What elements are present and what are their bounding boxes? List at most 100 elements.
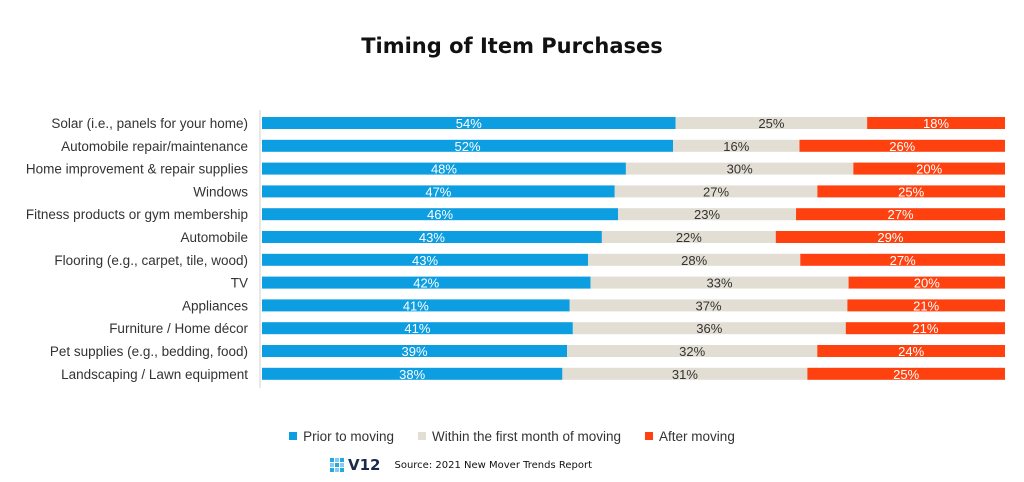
- legend-label: After moving: [659, 428, 735, 444]
- bar-segment: [867, 117, 1005, 129]
- bar-segment: [618, 208, 797, 221]
- bar-segment: [796, 208, 1005, 221]
- data-label: 24%: [898, 344, 924, 359]
- data-label: 23%: [694, 207, 720, 222]
- data-label: 21%: [912, 321, 938, 336]
- bar-segment: [572, 322, 846, 335]
- logo-text: V12: [348, 456, 381, 474]
- bar-segment: [262, 345, 568, 357]
- bar-segment: [262, 139, 674, 152]
- legend-item: After moving: [645, 429, 735, 444]
- bar-segment: [562, 367, 808, 380]
- legend-item: Within the first month of moving: [417, 428, 622, 444]
- bar-segment: [675, 117, 868, 129]
- bar-segment: [601, 231, 776, 243]
- data-label: 42%: [413, 276, 439, 291]
- data-label: 47%: [425, 184, 451, 199]
- data-label: 26%: [889, 139, 915, 154]
- bar-segment: [800, 253, 1005, 266]
- bar-segment: [262, 162, 626, 175]
- bar-segment: [799, 139, 1005, 152]
- data-label: 27%: [890, 253, 916, 268]
- data-label: 52%: [454, 139, 480, 154]
- source-text: Source: 2021 New Mover Trends Report: [394, 459, 593, 471]
- data-label: 46%: [427, 207, 453, 222]
- bar-segment: [775, 231, 1005, 243]
- chart-legend: Prior to moving Within the first month of…: [0, 428, 1024, 444]
- data-label: 25%: [898, 184, 924, 199]
- footer: V12 Source: 2021 New Mover Trends Report: [330, 456, 592, 474]
- category-label: Flooring (e.g., carpet, tile, wood): [54, 253, 248, 268]
- category-label: Pet supplies (e.g., bedding, food): [50, 344, 248, 359]
- bar-segment: [817, 345, 1005, 357]
- data-label: 48%: [431, 162, 457, 177]
- data-label: 43%: [412, 253, 438, 268]
- bar-segment: [262, 208, 619, 221]
- bar-segment: [614, 185, 818, 198]
- bar-segment: [262, 253, 589, 266]
- data-label: 25%: [893, 367, 919, 382]
- data-label: 21%: [913, 298, 939, 313]
- bar-segment: [569, 299, 848, 312]
- data-label: 36%: [696, 321, 722, 336]
- data-label: 31%: [672, 367, 698, 382]
- category-label: Automobile repair/maintenance: [61, 139, 248, 154]
- category-label: Landscaping / Lawn equipment: [61, 367, 248, 382]
- bar-segment: [262, 185, 615, 198]
- bar-segment: [673, 139, 800, 152]
- data-label: 38%: [399, 367, 425, 382]
- chart-plot: Solar (i.e., panels for your home) 54% 25%…: [26, 110, 1005, 388]
- category-label: Home improvement & repair supplies: [26, 162, 248, 177]
- data-label: 30%: [727, 162, 753, 177]
- category-label: TV: [231, 276, 248, 291]
- bar-segment: [567, 345, 818, 357]
- data-label: 20%: [914, 276, 940, 291]
- bar-segment: [262, 231, 602, 243]
- data-label: 33%: [707, 276, 733, 291]
- bar-segment: [262, 322, 573, 335]
- legend-swatch: [417, 432, 426, 440]
- data-label: 41%: [403, 298, 429, 313]
- data-label: 18%: [923, 116, 949, 131]
- data-label: 25%: [758, 116, 784, 131]
- category-label: Solar (i.e., panels for your home): [51, 116, 248, 131]
- data-label: 27%: [888, 207, 914, 222]
- data-label: 41%: [404, 321, 430, 336]
- data-label: 27%: [703, 184, 729, 199]
- bar-segment: [625, 162, 854, 175]
- v12-logo-icon: [330, 458, 344, 472]
- data-label: 22%: [676, 230, 702, 245]
- data-label: 28%: [681, 253, 707, 268]
- category-label: Appliances: [182, 298, 248, 313]
- legend-item: Prior to moving: [289, 429, 394, 444]
- legend-swatch: [289, 432, 298, 440]
- data-label: 20%: [916, 162, 942, 177]
- data-label: 43%: [419, 230, 445, 245]
- data-label: 37%: [696, 298, 722, 313]
- data-label: 54%: [456, 116, 482, 131]
- legend-swatch: [645, 432, 654, 440]
- category-label: Automobile: [180, 230, 248, 245]
- bar-segment: [262, 367, 563, 380]
- bar-segment: [262, 276, 591, 289]
- legend-label: Within the first month of moving: [431, 428, 622, 444]
- category-label: Fitness products or gym membership: [26, 207, 248, 222]
- bar-segment: [588, 253, 801, 266]
- bar-segment: [807, 367, 1005, 380]
- bar-segment: [262, 299, 570, 312]
- bar-segment: [817, 185, 1005, 198]
- legend-label: Prior to moving: [303, 428, 394, 444]
- data-label: 29%: [877, 230, 903, 245]
- bar-segment: [853, 162, 1005, 175]
- category-label: Windows: [193, 184, 248, 199]
- data-label: 16%: [723, 139, 749, 154]
- data-label: 39%: [401, 344, 427, 359]
- bar-segment: [848, 276, 1005, 289]
- bar-segment: [590, 276, 849, 289]
- category-label: Furniture / Home décor: [109, 321, 248, 336]
- bar-segment: [847, 299, 1005, 312]
- chart-title: Timing of Item Purchases: [361, 34, 663, 58]
- data-label: 32%: [679, 344, 705, 359]
- bar-segment: [262, 117, 676, 129]
- bar-segment: [845, 322, 1005, 335]
